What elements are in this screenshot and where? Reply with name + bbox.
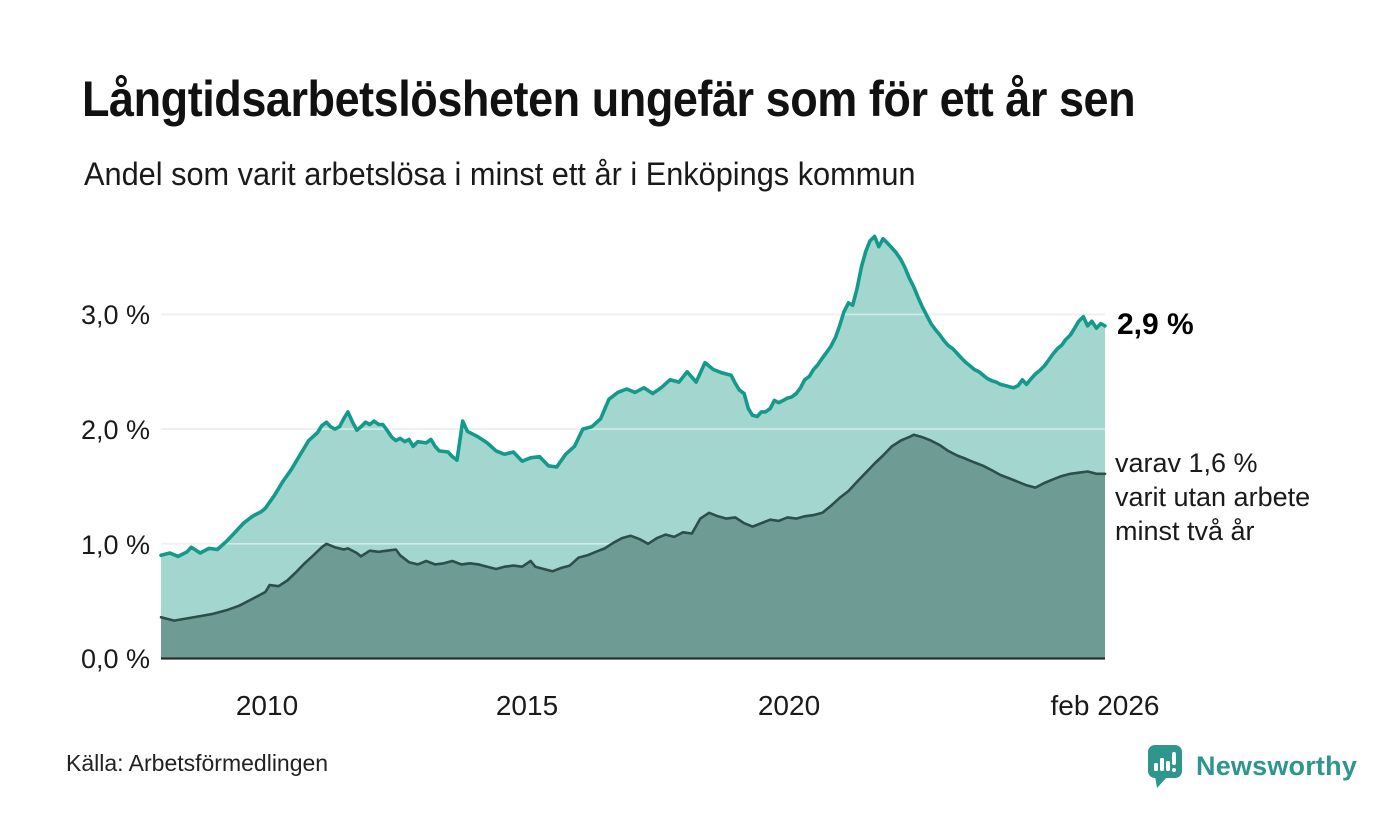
y-axis-label-1: 1,0 % — [80, 530, 150, 560]
page-title: Långtidsarbetslösheten ungefär som för e… — [82, 71, 1136, 127]
x-axis-label-2010: 2010 — [235, 690, 299, 721]
area-two-years — [161, 434, 1105, 659]
line-two-years — [159, 433, 1107, 622]
annotation-latest-total: 2,9 % — [1117, 308, 1194, 341]
annotation-two-years-line3: minst två år — [1115, 516, 1255, 546]
brand-wordmark: Newsworthy — [1196, 750, 1358, 781]
source-note: Källa: Arbetsförmedlingen — [66, 750, 329, 776]
x-axis-label-2015: 2015 — [495, 690, 559, 721]
page-subtitle: Andel som varit arbetslösa i minst ett å… — [84, 156, 916, 192]
y-axis-label-3: 3,0 % — [80, 300, 150, 330]
annotation-two-years: varav 1,6 % varit utan arbete minst två … — [1115, 446, 1310, 548]
annotation-two-years-line1: varav 1,6 % — [1115, 448, 1258, 478]
newsworthy-logo: Newsworthy — [1146, 743, 1357, 789]
y-axis-label-0: 0,0 % — [80, 644, 150, 674]
x-axis-label-feb-2026: feb 2026 — [1050, 690, 1160, 721]
x-axis-label-2020: 2020 — [757, 690, 821, 721]
annotation-two-years-line2: varit utan arbete — [1115, 482, 1311, 512]
line-one-year — [159, 234, 1107, 559]
y-axis-label-2: 2,0 % — [80, 415, 150, 445]
newsworthy-logo-icon — [1148, 745, 1182, 788]
